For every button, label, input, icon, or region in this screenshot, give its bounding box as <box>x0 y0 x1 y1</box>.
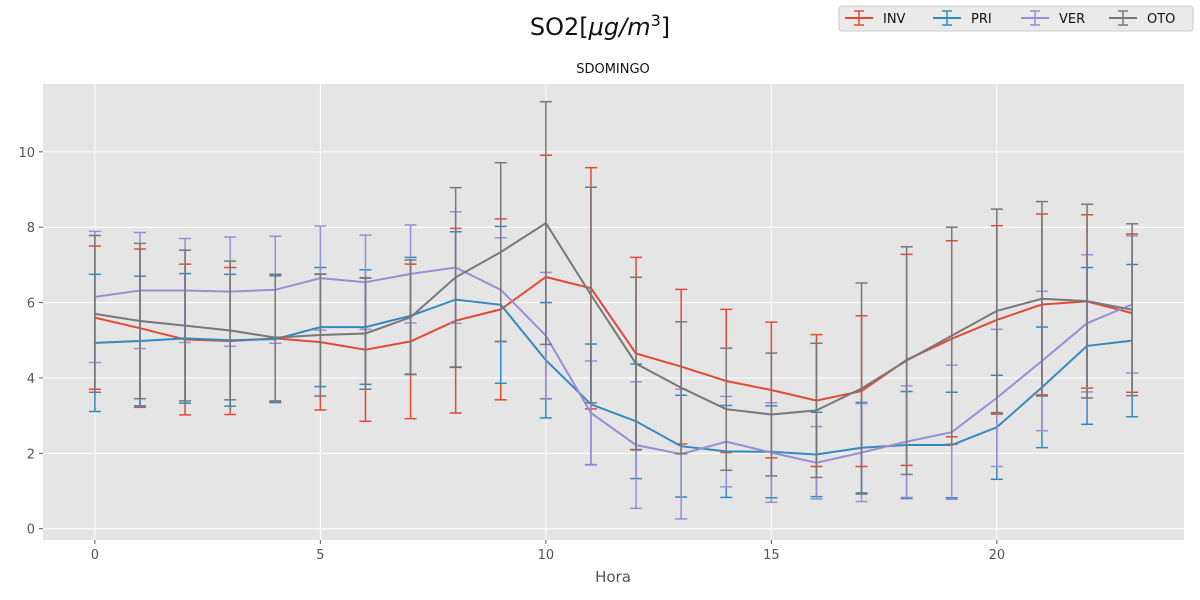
legend-entry-oto: OTO <box>1109 10 1175 27</box>
x-axis-label: Hora <box>595 568 631 586</box>
legend-label-inv: INV <box>883 12 906 27</box>
legend-label-pri: PRI <box>971 12 992 27</box>
series-line-pri <box>94 298 1133 456</box>
chart-title-base: SO2[ <box>530 13 589 41</box>
x-tick-label: 20 <box>989 548 1006 563</box>
legend-label-ver: VER <box>1059 12 1085 27</box>
x-tick-label: 10 <box>538 548 555 563</box>
chart-title-unit: μg/m <box>588 13 651 41</box>
plot-area <box>43 84 1184 540</box>
y-tick-label: 10 <box>18 146 35 161</box>
series-line-ver <box>94 266 1133 464</box>
legend-entry-inv: INV <box>845 10 906 27</box>
y-tick-label: 8 <box>27 221 35 236</box>
chart-title-exponent: 3 <box>651 11 661 30</box>
legend-label-oto: OTO <box>1147 12 1175 27</box>
x-tick-label: 0 <box>91 548 99 563</box>
series-line-oto <box>94 221 1133 416</box>
chart-title: SO2[μg/m3] <box>530 11 670 41</box>
legend: INV PRI VER OTO <box>838 5 1194 32</box>
x-tick-label: 5 <box>316 548 324 563</box>
legend-box <box>838 5 1194 32</box>
y-tick-label: 4 <box>27 372 35 387</box>
y-tick-label: 0 <box>27 523 35 538</box>
series-group <box>88 100 1139 520</box>
y-tick-label: 6 <box>27 297 35 312</box>
y-tick-label: 2 <box>27 447 35 462</box>
series-oto <box>88 100 1139 495</box>
legend-entry-pri: PRI <box>933 10 992 27</box>
x-axis: 0 5 10 15 20 <box>91 540 1005 563</box>
chart-title-close: ] <box>661 13 670 41</box>
y-axis: 0 2 4 6 8 10 <box>18 146 43 538</box>
legend-entry-ver: VER <box>1021 10 1085 27</box>
chart-subtitle: SDOMINGO <box>576 62 650 77</box>
x-tick-label: 15 <box>763 548 780 563</box>
